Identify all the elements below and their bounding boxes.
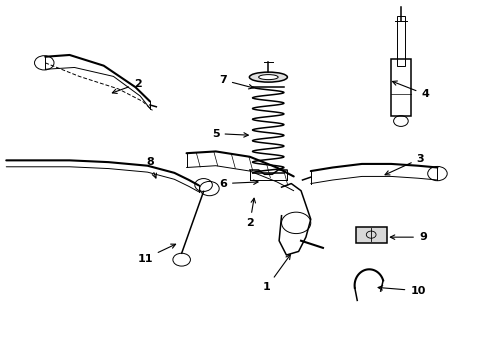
Text: 8: 8 xyxy=(146,157,156,178)
Text: 10: 10 xyxy=(378,285,426,296)
Ellipse shape xyxy=(249,72,288,82)
Ellipse shape xyxy=(259,75,278,80)
Text: 4: 4 xyxy=(392,81,429,99)
Text: 2: 2 xyxy=(246,198,255,228)
Text: 6: 6 xyxy=(219,179,258,189)
FancyBboxPatch shape xyxy=(356,227,387,243)
Text: 1: 1 xyxy=(263,255,291,292)
Text: 5: 5 xyxy=(212,129,248,139)
Text: 2: 2 xyxy=(112,78,142,94)
Text: 3: 3 xyxy=(385,154,424,175)
Text: 7: 7 xyxy=(219,75,253,89)
Text: 11: 11 xyxy=(137,244,175,264)
Text: 9: 9 xyxy=(391,232,427,242)
